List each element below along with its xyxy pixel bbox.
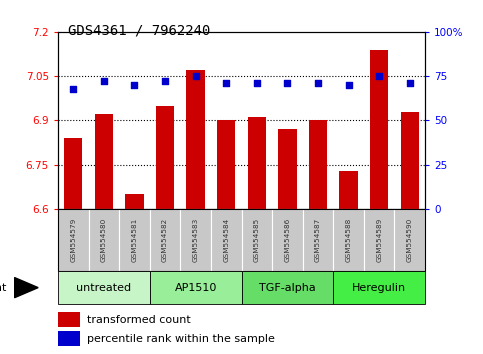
Text: GSM554580: GSM554580: [101, 218, 107, 262]
Bar: [64, 138, 83, 209]
Text: AP1510: AP1510: [174, 282, 217, 293]
Text: agent: agent: [0, 282, 7, 293]
Bar: [119, 209, 150, 271]
Polygon shape: [14, 278, 38, 298]
Bar: [400, 112, 419, 209]
Bar: [340, 171, 358, 209]
Bar: [150, 271, 242, 304]
Bar: [248, 118, 266, 209]
Bar: [58, 312, 80, 327]
Point: [161, 79, 169, 84]
Bar: [88, 209, 119, 271]
Point: [100, 79, 108, 84]
Bar: [333, 209, 364, 271]
Point: [70, 86, 77, 91]
Text: GSM554589: GSM554589: [376, 218, 382, 262]
Text: percentile rank within the sample: percentile rank within the sample: [87, 334, 275, 344]
Text: GSM554590: GSM554590: [407, 218, 413, 262]
Text: GSM554586: GSM554586: [284, 218, 290, 262]
Bar: [58, 331, 80, 346]
Text: Heregulin: Heregulin: [352, 282, 406, 293]
Bar: [95, 114, 113, 209]
Bar: [156, 105, 174, 209]
Bar: [180, 209, 211, 271]
Bar: [125, 194, 143, 209]
Bar: [186, 70, 205, 209]
Bar: [242, 209, 272, 271]
Point: [345, 82, 353, 88]
Bar: [58, 209, 88, 271]
Point: [406, 80, 413, 86]
Text: GSM554582: GSM554582: [162, 218, 168, 262]
Point: [284, 80, 291, 86]
Text: GSM554587: GSM554587: [315, 218, 321, 262]
Bar: [333, 271, 425, 304]
Bar: [278, 129, 297, 209]
Text: GSM554588: GSM554588: [345, 218, 352, 262]
Text: GSM554585: GSM554585: [254, 218, 260, 262]
Bar: [150, 209, 180, 271]
Bar: [309, 120, 327, 209]
Point: [253, 80, 261, 86]
Bar: [211, 209, 242, 271]
Bar: [242, 271, 333, 304]
Text: GDS4361 / 7962240: GDS4361 / 7962240: [68, 23, 210, 37]
Bar: [217, 120, 235, 209]
Bar: [364, 209, 395, 271]
Bar: [303, 209, 333, 271]
Text: GSM554583: GSM554583: [193, 218, 199, 262]
Bar: [58, 271, 150, 304]
Text: GSM554584: GSM554584: [223, 218, 229, 262]
Point: [375, 73, 383, 79]
Text: transformed count: transformed count: [87, 315, 191, 325]
Bar: [370, 50, 388, 209]
Point: [314, 80, 322, 86]
Point: [130, 82, 138, 88]
Bar: [272, 209, 303, 271]
Point: [192, 73, 199, 79]
Text: GSM554579: GSM554579: [70, 218, 76, 262]
Text: GSM554581: GSM554581: [131, 218, 138, 262]
Point: [222, 80, 230, 86]
Text: TGF-alpha: TGF-alpha: [259, 282, 316, 293]
Bar: [395, 209, 425, 271]
Text: untreated: untreated: [76, 282, 131, 293]
